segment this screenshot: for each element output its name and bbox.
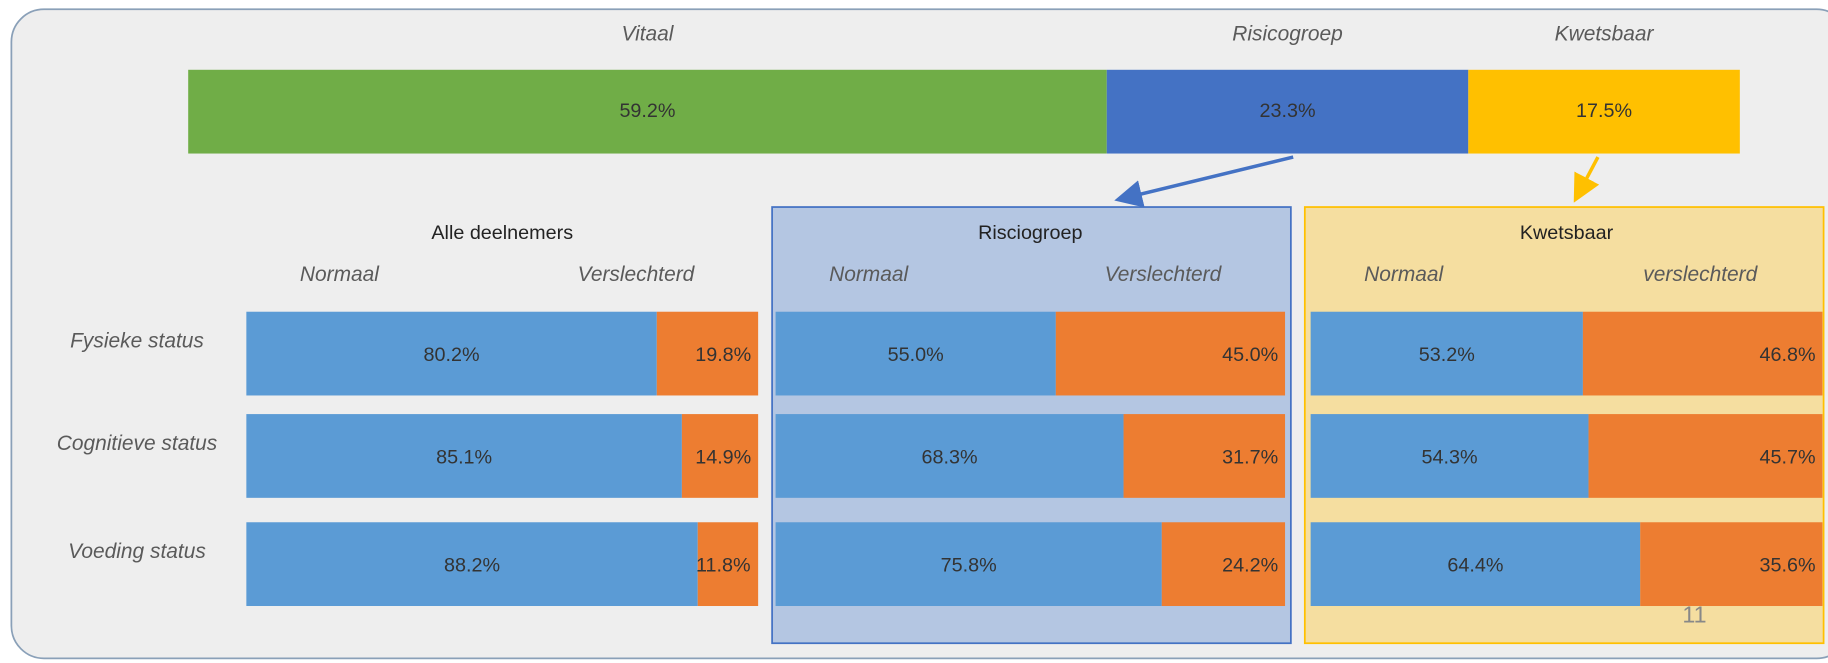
value-label: 14.9% (695, 447, 751, 469)
value-label: 46.8% (1760, 344, 1816, 366)
value-label: 68.3% (922, 447, 978, 469)
value-label: 45.7% (1760, 447, 1816, 469)
bar-segment (775, 522, 1162, 607)
legend-label: Verslechterd (1105, 263, 1223, 286)
bar-segment (1582, 311, 1823, 396)
value-label: 88.2% (444, 555, 500, 577)
value-label: 64.4% (1447, 555, 1503, 577)
bar-segment (1310, 311, 1583, 396)
value-label: 23.3% (1260, 100, 1316, 122)
legend-label: Kwetsbaar (1555, 22, 1655, 45)
bar-segment (1310, 414, 1589, 498)
bar-segment (775, 414, 1124, 498)
value-label: 17.5% (1576, 100, 1632, 122)
panel-title: Risciogroep (978, 222, 1082, 244)
row-label: Cognitieve status (57, 432, 218, 455)
value-label: 75.8% (941, 555, 997, 577)
legend-label: Vitaal (621, 22, 674, 45)
bar-segment (1588, 414, 1823, 498)
bar-segment (697, 522, 759, 607)
panel-title: Kwetsbaar (1520, 222, 1614, 244)
value-label: 55.0% (888, 344, 944, 366)
bar-segment (775, 311, 1056, 396)
value-label: 80.2% (424, 344, 480, 366)
bar-segment (656, 311, 759, 396)
panel-title: Alle deelnemers (431, 222, 573, 244)
value-label: 31.7% (1222, 447, 1278, 469)
row-label: Fysieke status (70, 329, 204, 352)
bar-segment (1640, 522, 1823, 607)
bar-segment (1310, 522, 1641, 607)
bar-segment (1161, 522, 1286, 607)
value-label: 45.0% (1222, 344, 1278, 366)
value-label: 11.8% (696, 555, 751, 577)
bar-segment (1468, 69, 1740, 154)
arrow (1114, 155, 1294, 208)
bar-segment (246, 311, 657, 396)
value-label: 54.3% (1422, 447, 1478, 469)
value-label: 53.2% (1419, 344, 1475, 366)
value-label: 24.2% (1222, 555, 1278, 577)
arrow (1573, 156, 1600, 203)
value-label: 85.1% (436, 447, 492, 469)
legend-label: Normaal (829, 263, 909, 286)
bar-segment (1123, 414, 1286, 498)
legend-label: Normaal (300, 263, 380, 286)
legend-label: Verslechterd (578, 263, 696, 286)
legend-label: verslechterd (1643, 263, 1758, 286)
row-label: Voeding status (68, 540, 206, 563)
value-label: 35.6% (1760, 555, 1816, 577)
legend-label: Risicogroep (1232, 22, 1342, 45)
bar-segment (188, 69, 1107, 154)
bar-segment (1055, 311, 1286, 396)
bar-segment (246, 414, 682, 498)
bar-segment (681, 414, 759, 498)
bar-segment (246, 522, 698, 607)
value-label: 59.2% (619, 100, 675, 122)
legend-label: Normaal (1364, 263, 1444, 286)
value-label: 19.8% (695, 344, 751, 366)
bar-segment (1106, 69, 1469, 154)
